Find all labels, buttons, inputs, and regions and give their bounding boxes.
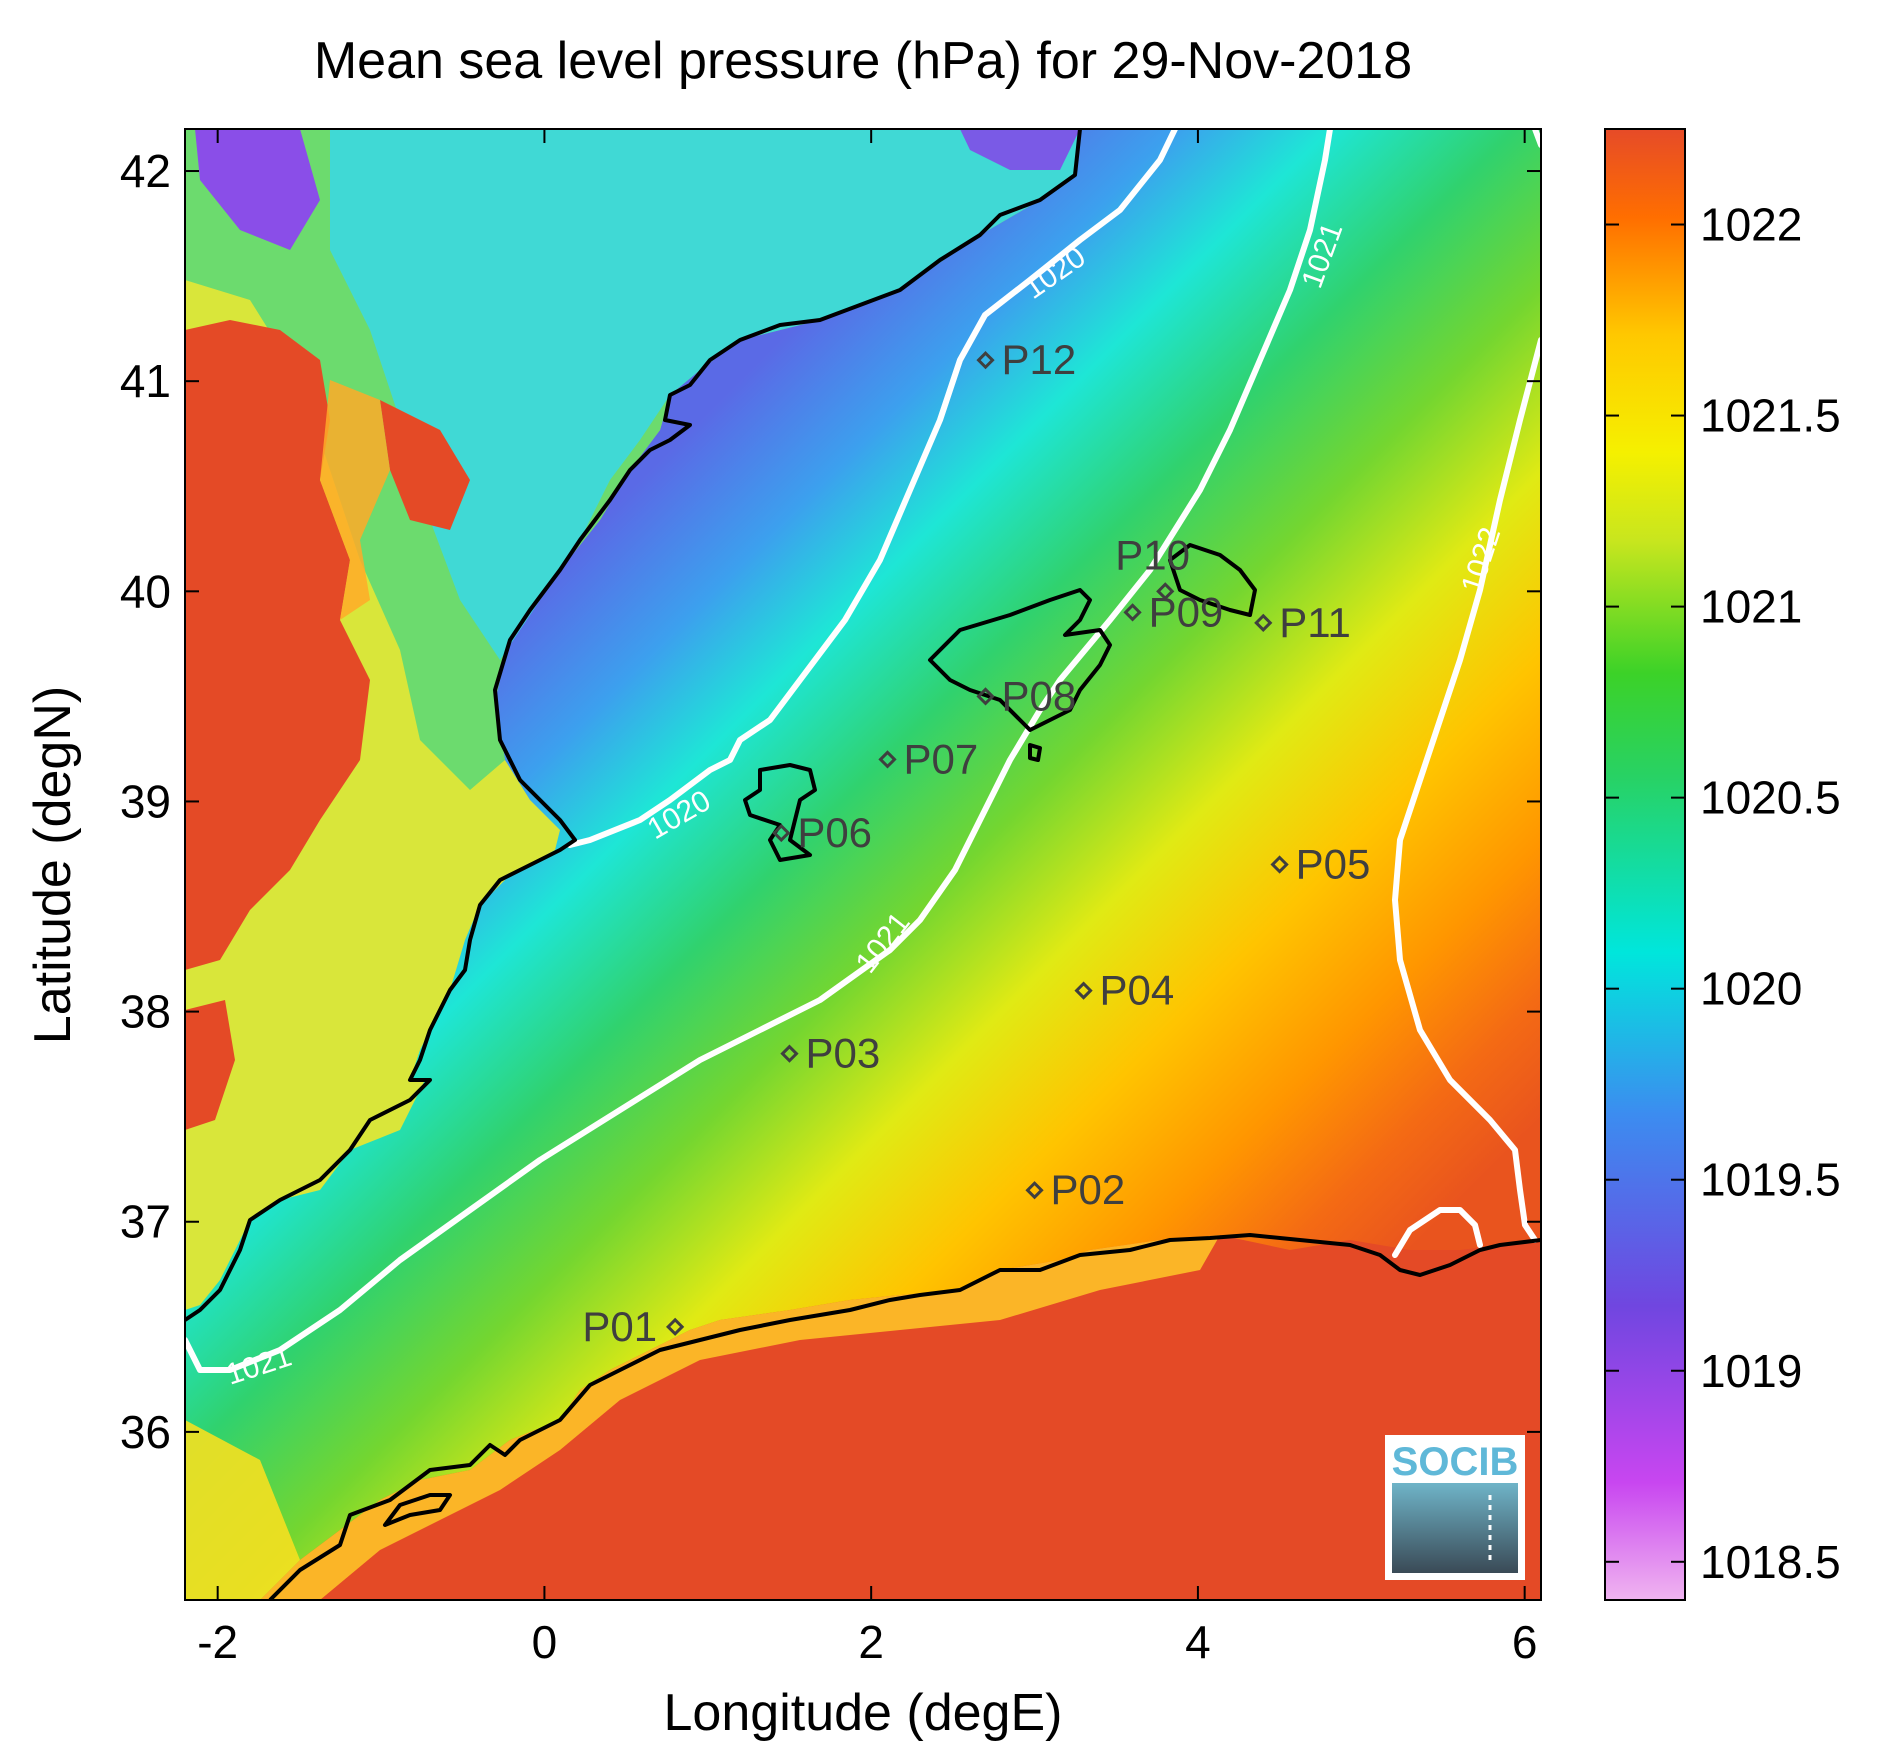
socib-logo-text: SOCIB xyxy=(1392,1440,1519,1484)
colorbar-tick-label: 1020 xyxy=(1700,963,1802,1015)
station-marker xyxy=(1123,603,1142,622)
land-northafrica xyxy=(260,1235,1541,1600)
land-south-red xyxy=(185,1000,235,1130)
land-northafrica-yellow2 xyxy=(185,1420,300,1600)
contour-1022-inner xyxy=(1392,1207,1483,1258)
y-tick-label: 36 xyxy=(120,1406,171,1458)
land-iberia-cyan xyxy=(330,129,1080,660)
colorbar-tick-label: 1021 xyxy=(1700,581,1802,633)
y-tick-label: 37 xyxy=(120,1196,171,1248)
colorbar-tick-label: 1018.5 xyxy=(1700,1536,1841,1588)
x-tick-label: 6 xyxy=(1512,1616,1538,1668)
y-tick-label: 40 xyxy=(120,565,171,617)
y-axis-title: Latitude (degN) xyxy=(24,686,82,1044)
y-tick-label: 39 xyxy=(120,775,171,827)
coast-northafrica xyxy=(268,1233,1541,1600)
coast-alboran xyxy=(383,1493,452,1527)
station-marker xyxy=(976,351,995,370)
plot-frame xyxy=(184,128,1542,1601)
coast-iberia xyxy=(185,129,1082,1322)
x-tick-label: -2 xyxy=(197,1616,238,1668)
land-northafrica-yellow xyxy=(260,1235,1220,1600)
station-label: P08 xyxy=(1002,672,1077,719)
land-meseta-red2 xyxy=(380,400,470,530)
x-axis-title: Longitude (degE) xyxy=(664,1684,1063,1742)
land-pyrenees-purple xyxy=(195,129,320,250)
station-marker xyxy=(1254,613,1273,632)
colorbar-tick-label: 1019 xyxy=(1700,1345,1802,1397)
colorbar-tick-label: 1020.5 xyxy=(1700,772,1841,824)
station-label: P07 xyxy=(904,735,979,782)
station-marker xyxy=(772,823,791,843)
station-marker xyxy=(1270,855,1289,874)
y-tick-label: 41 xyxy=(120,355,171,407)
station-marker xyxy=(1025,1181,1044,1200)
contour-1021 xyxy=(185,129,1333,1373)
station-label: P11 xyxy=(1279,599,1351,646)
coast-ibiza xyxy=(743,763,817,862)
colorbar: 1022 1021.5 1021 1020.5 1020 1019.5 1019 1018.5 xyxy=(1604,128,1841,1601)
x-axis: -2 0 2 4 6 xyxy=(197,129,1537,1668)
station-label: P12 xyxy=(1002,336,1077,383)
station-label: P09 xyxy=(1149,588,1224,635)
socib-logo: SOCIB xyxy=(1385,1435,1525,1580)
contour-1022 xyxy=(1392,337,1541,1243)
y-tick-label: 42 xyxy=(120,145,171,197)
station-marker xyxy=(1074,981,1093,1000)
land-meseta-red xyxy=(185,320,370,970)
map-plot-area: 1020 1020 1021 1021 1021 1022 P01P02P03P… xyxy=(185,129,1541,1600)
station-marker xyxy=(780,1044,799,1063)
station-label: P10 xyxy=(1115,531,1190,578)
colorbar-gradient xyxy=(1604,128,1686,1601)
station-label: P06 xyxy=(797,809,872,856)
station-label: P03 xyxy=(805,1030,880,1077)
figure-title: Mean sea level pressure (hPa) for 29-Nov… xyxy=(314,32,1412,90)
station-marker xyxy=(665,1317,685,1336)
coast-menorca xyxy=(1168,543,1257,617)
station-label: P01 xyxy=(582,1303,657,1350)
station-points: P01 P02 P03 P04 P05 P06 P07 P08 P09 P10 P11 P12 xyxy=(582,336,1370,1350)
x-tick-label: 2 xyxy=(858,1616,884,1668)
station-label: P04 xyxy=(1100,967,1175,1014)
colorbar-tick-label: 1021.5 xyxy=(1700,390,1841,442)
land-north-purple xyxy=(960,129,1080,170)
y-tick-label: 38 xyxy=(120,986,171,1038)
station-label: P02 xyxy=(1051,1166,1126,1213)
station-marker xyxy=(976,687,995,706)
coast-mallorca xyxy=(928,588,1112,732)
y-axis: 42 41 40 39 38 37 36 xyxy=(120,145,1541,1458)
x-tick-label: 4 xyxy=(1185,1616,1211,1668)
contour-1020 xyxy=(567,129,1178,848)
coastlines xyxy=(185,129,1541,1600)
x-tick-label: 0 xyxy=(532,1616,558,1668)
contour-lines xyxy=(185,129,1541,1373)
coast-cabrera xyxy=(1028,743,1042,762)
station-marker xyxy=(1156,582,1175,601)
colorbar-tick-label: 1022 xyxy=(1700,199,1802,251)
station-marker xyxy=(878,750,897,769)
colorbar-tick-label: 1019.5 xyxy=(1700,1154,1841,1206)
colorbar-ticks: 1022 1021.5 1021 1020.5 1020 1019.5 1019 1018.5 xyxy=(1605,199,1841,1588)
station-label: P05 xyxy=(1296,841,1371,888)
land-meseta-orange xyxy=(320,380,390,620)
